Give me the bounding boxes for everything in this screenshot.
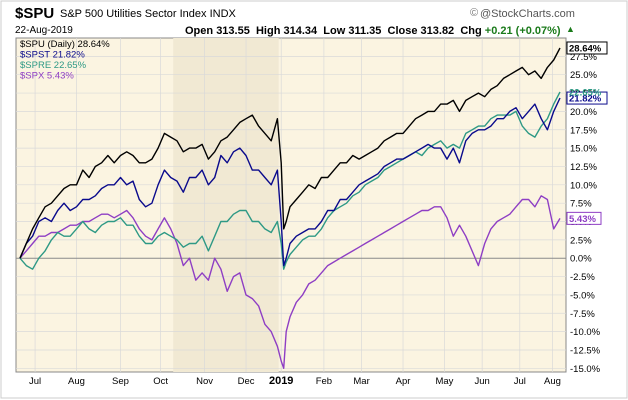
x-tick-label: Sep xyxy=(112,376,129,387)
value-tag xyxy=(566,211,602,225)
y-tick-label: 12.5% xyxy=(570,162,597,173)
chart-date: 22-Aug-2019 xyxy=(15,25,73,36)
x-tick-label: 2019 xyxy=(269,375,293,387)
series-line xyxy=(19,97,561,267)
close-label: Close xyxy=(387,25,418,37)
close-value: 313.82 xyxy=(420,25,455,37)
x-tick-label: Nov xyxy=(196,376,213,387)
value-tag-label: 28.64% xyxy=(569,43,602,54)
x-tick-label: Jul xyxy=(29,376,41,387)
y-tick-label: 20.0% xyxy=(570,107,597,118)
copyright-icon: © xyxy=(470,7,479,19)
legend-entry: $SPRE 22.65% xyxy=(20,60,87,71)
legend-entry: $SPX 5.43% xyxy=(20,71,74,82)
value-tag-label: 21.82% xyxy=(569,94,602,105)
chart-symbol: $SPU xyxy=(15,5,55,22)
chg-value: +0.21 (+0.07%) xyxy=(484,25,561,37)
high-label: High xyxy=(255,25,281,37)
y-tick-label: -10.0% xyxy=(570,327,601,338)
x-tick-label: Apr xyxy=(396,376,411,387)
value-tag-label: 5.43% xyxy=(569,214,596,225)
y-tick-label: 25.0% xyxy=(570,70,597,81)
value-tag xyxy=(566,91,608,105)
x-tick-label: Feb xyxy=(316,376,332,387)
series-line xyxy=(19,91,561,270)
value-tag-label: 22.65% xyxy=(569,87,602,98)
y-tick-label: -7.5% xyxy=(570,309,595,320)
y-tick-label: -12.5% xyxy=(570,345,601,356)
y-tick-label: 17.5% xyxy=(570,125,597,136)
y-tick-label: 15.0% xyxy=(570,144,597,155)
y-tick-label: -5.0% xyxy=(570,290,595,301)
watermark-text: @StockCharts.com xyxy=(480,8,575,20)
chg-label: Chg xyxy=(460,25,482,37)
open-value: 313.55 xyxy=(216,25,250,37)
low-label: Low xyxy=(323,25,346,37)
series-line xyxy=(19,47,561,259)
x-tick-label: Oct xyxy=(153,376,168,387)
value-tag xyxy=(566,41,608,55)
y-tick-label: -15.0% xyxy=(570,364,601,375)
series-line xyxy=(19,195,561,369)
y-tick-label: -2.5% xyxy=(570,272,595,283)
y-tick-label: 0.0% xyxy=(570,254,592,265)
x-tick-label: Jun xyxy=(474,376,489,387)
y-tick-label: 7.5% xyxy=(570,199,592,210)
x-tick-label: Dec xyxy=(238,376,255,387)
up-arrow-icon: ▲ xyxy=(566,24,575,34)
y-tick-label: 2.5% xyxy=(570,235,592,246)
chart-index-name: S&P 500 Utilities Sector Index INDX xyxy=(60,8,236,20)
low-value: 311.35 xyxy=(348,25,382,37)
legend-entry: $SPST 21.82% xyxy=(20,50,85,61)
legend-entry: $SPU (Daily) 28.64% xyxy=(20,39,110,50)
shaded-band xyxy=(173,38,279,372)
y-tick-label: 27.5% xyxy=(570,52,597,63)
x-tick-label: Aug xyxy=(544,376,561,387)
x-tick-label: Mar xyxy=(353,376,369,387)
ohlc-readout: Open 313.55 High 314.34 Low 311.35 Close… xyxy=(185,25,561,37)
x-tick-label: Aug xyxy=(68,376,85,387)
x-tick-label: Jul xyxy=(514,376,526,387)
open-label: Open xyxy=(185,25,214,37)
high-value: 314.34 xyxy=(283,25,318,37)
x-tick-label: May xyxy=(435,376,453,387)
y-tick-label: 10.0% xyxy=(570,180,597,191)
